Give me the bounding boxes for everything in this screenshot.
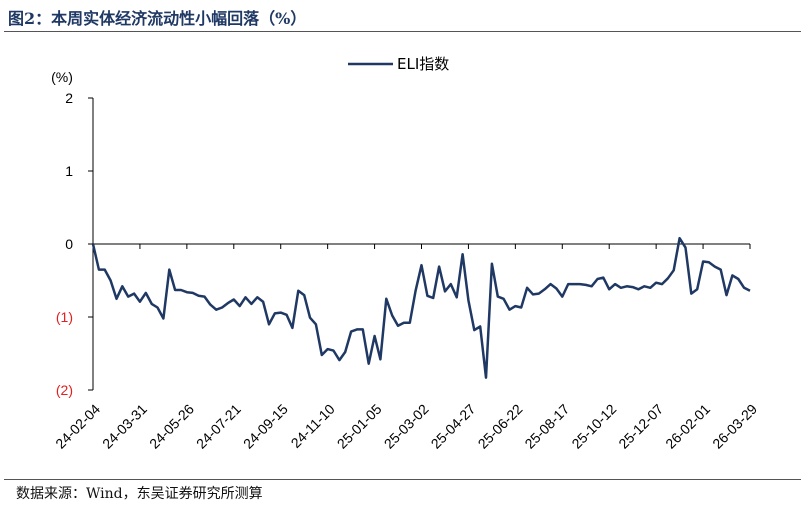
figure-source: 数据来源：Wind，东吴证券研究所测算 [16,486,263,502]
x-tick-label: 25-06-22 [475,401,526,452]
x-tick-label: 25-12-07 [615,401,666,452]
x-tick-label: 24-11-10 [288,401,338,451]
y-tick-label: (2) [56,382,73,398]
x-tick-label: 24-03-31 [99,401,150,452]
x-tick-label: 24-02-04 [52,401,103,452]
y-tick-label: 0 [65,236,73,252]
title-rule [4,31,801,32]
legend-label: ELI指数 [397,55,449,73]
legend: ELI指数 [348,55,449,73]
y-axis-ticks: 2 1 0 (1) (2) [56,90,93,398]
x-tick-label: 25-08-17 [521,401,572,452]
y-tick-label: 2 [65,90,73,106]
x-tick-label: 26-02-01 [662,401,713,452]
x-tick-label: 25-04-27 [428,401,479,452]
unit-label: (%) [51,69,73,85]
x-tick-label: 26-03-29 [709,401,760,452]
line-chart: (%) ELI指数 210(1)(2) 24-02-0424-03-3124-0… [51,55,760,452]
x-tick-label: 25-10-12 [568,401,619,452]
x-tick-label: 24-05-26 [146,401,197,452]
x-tick-label: 25-03-02 [381,401,432,452]
x-tick-label: 25-01-05 [334,401,385,452]
x-tick-label: 24-09-15 [240,401,291,452]
x-axis-ticks: 24-02-0424-03-3124-05-2624-07-2124-09-15… [52,244,760,452]
y-tick-label: 1 [65,163,73,179]
y-tick-label: (1) [56,309,73,325]
x-tick-label: 24-07-21 [193,401,244,452]
series-line-eli [91,236,751,379]
figure-title: 图2：本周实体经济流动性小幅回落（%） [8,9,307,28]
source-rule [4,479,801,480]
